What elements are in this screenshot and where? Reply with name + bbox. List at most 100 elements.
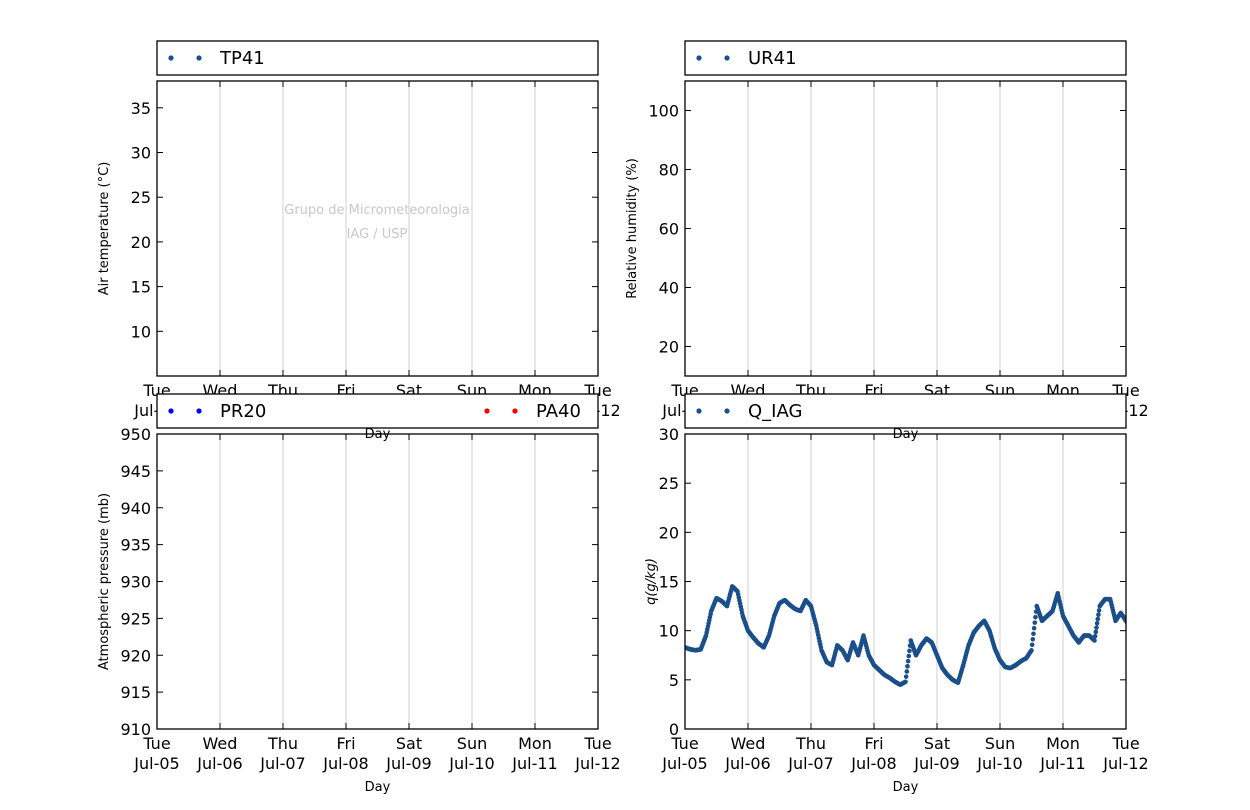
x-tick-label-day: Tue (1111, 734, 1139, 753)
data-point (1130, 627, 1135, 632)
data-point (1092, 638, 1097, 643)
y-tick-label: 25 (659, 474, 679, 493)
legend-marker (724, 55, 730, 61)
series-Q_IAG (685, 584, 1144, 688)
x-tick-label-day: Mon (518, 734, 552, 753)
data-point (1133, 629, 1138, 634)
y-tick-label: 940 (120, 499, 151, 518)
data-point (1029, 648, 1034, 653)
y-tick-label: 10 (659, 622, 679, 641)
legend-marker (484, 408, 490, 414)
x-tick-label-date: Jul-05 (133, 754, 179, 773)
x-tick-label-day: Fri (336, 734, 355, 753)
y-tick-label: 30 (659, 425, 679, 444)
data-point (1096, 612, 1101, 617)
data-point (1128, 624, 1133, 629)
plot-frame (684, 433, 1127, 730)
x-tick-label-day: Sat (924, 734, 950, 753)
x-tick-label-date: Jul-07 (259, 754, 305, 773)
data-point (1031, 625, 1037, 631)
legend-4: Q_IAG (684, 393, 1127, 429)
data-point (1132, 629, 1137, 634)
y-tick-label: 0 (669, 720, 679, 739)
data-point (1029, 642, 1035, 648)
data-point (1138, 632, 1143, 637)
x-tick-label-day: Tue (670, 734, 698, 753)
legend-box (156, 40, 599, 76)
y-axis-label: Air temperature (°C) (97, 162, 112, 296)
data-point (1096, 608, 1102, 613)
y-tick-label: 920 (120, 646, 151, 665)
x-tick-label-day: Sun (457, 734, 487, 753)
legend-box (684, 393, 1127, 429)
chart-panel-4: 051015202530TueJul-05WedJul-06ThuJul-07F… (644, 425, 1149, 795)
data-point (1130, 627, 1135, 632)
data-point (1135, 631, 1140, 636)
watermark-line1: Grupo de Micrometeorologia (284, 203, 470, 218)
data-point (904, 669, 910, 674)
legend-marker (696, 408, 702, 414)
watermark-line2: IAG / USP (347, 227, 408, 242)
legend-marker (196, 55, 202, 61)
legend-marker (512, 408, 518, 414)
legend-label: Q_IAG (748, 401, 802, 422)
y-tick-label: 20 (659, 338, 679, 357)
x-tick-label-day: Mon (1046, 734, 1080, 753)
data-point (1139, 632, 1144, 637)
data-point (1136, 631, 1141, 636)
data-point (1139, 632, 1144, 637)
y-tick-label: 925 (120, 609, 151, 628)
x-axis-label: Day (365, 780, 391, 795)
data-point (1127, 623, 1132, 628)
x-tick-label-date: Jul-08 (850, 754, 896, 773)
data-point (1033, 614, 1038, 620)
legend-label: TP41 (219, 48, 265, 69)
y-tick-label: 930 (120, 573, 151, 592)
data-point (1092, 633, 1098, 639)
data-point (1094, 625, 1099, 630)
x-tick-label-date: Jul-07 (787, 754, 833, 773)
data-point (1124, 619, 1126, 625)
data-point (1093, 629, 1099, 635)
legend-label: UR41 (748, 48, 797, 69)
y-tick-label: 80 (659, 161, 679, 180)
legend-marker (168, 408, 174, 414)
legend-label: PA40 (536, 401, 581, 422)
chart-panel-2: 20406080100TueJul-05WedJul-06ThuJul-07Fr… (625, 80, 1149, 442)
data-point (905, 664, 910, 669)
data-point (1094, 620, 1100, 626)
y-tick-label: 945 (120, 462, 151, 481)
x-tick-label-date: Jul-10 (448, 754, 494, 773)
y-tick-label: 60 (659, 220, 679, 239)
legend-label: PR20 (220, 401, 266, 422)
y-tick-label: 10 (131, 322, 151, 341)
data-point (907, 648, 912, 654)
x-tick-label-day: Sun (985, 734, 1015, 753)
x-tick-label-day: Wed (731, 734, 766, 753)
legend-1: TP41 (156, 40, 599, 76)
legend-box (156, 393, 599, 429)
legend-3: PR20 PA40 (156, 393, 599, 429)
y-tick-label: 915 (120, 683, 151, 702)
data-point (1126, 622, 1131, 627)
data-point (903, 674, 909, 679)
data-point (1031, 631, 1036, 637)
y-tick-label: 935 (120, 536, 151, 555)
x-tick-label-date: Jul-05 (661, 754, 707, 773)
y-axis-label: Atmospheric pressure (mb) (97, 493, 112, 670)
y-tick-label: 15 (659, 573, 679, 592)
data-point (905, 658, 911, 664)
plot-frame (684, 80, 1127, 377)
y-tick-label: 5 (669, 671, 679, 690)
data-point (1129, 626, 1134, 631)
legend-2: UR41 (684, 40, 1127, 76)
y-tick-label: 25 (131, 188, 151, 207)
y-tick-label: 950 (120, 425, 151, 444)
data-point (1128, 625, 1133, 630)
y-tick-label: 15 (131, 278, 151, 297)
x-tick-label-date: Jul-08 (322, 754, 368, 773)
data-point (1134, 630, 1139, 635)
legend-box (684, 40, 1127, 76)
data-point (1131, 628, 1136, 633)
